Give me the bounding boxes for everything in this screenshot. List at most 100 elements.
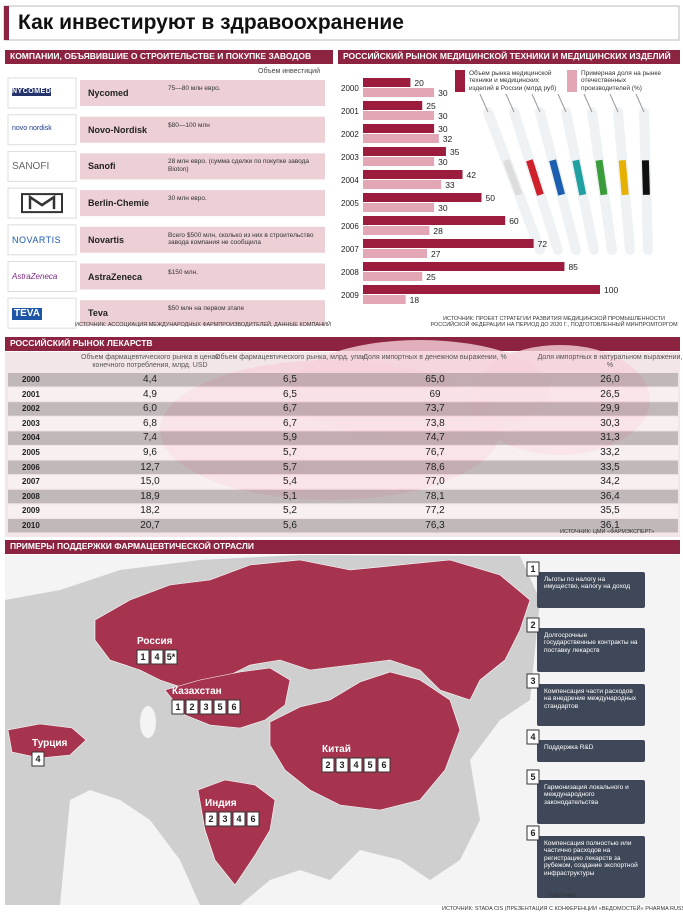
section-header: РОССИЙСКИЙ РЫНОК ЛЕКАРСТВ bbox=[10, 338, 153, 348]
syringe-needle bbox=[583, 93, 593, 113]
value-label: 30 bbox=[438, 124, 448, 134]
country-name: Россия bbox=[137, 636, 173, 647]
country-name: Индия bbox=[205, 798, 237, 809]
bar bbox=[363, 101, 423, 110]
table-cell: 4,9 bbox=[143, 388, 157, 400]
measure-badge bbox=[363, 757, 377, 773]
table-row-band bbox=[8, 504, 678, 518]
table-row-band bbox=[8, 446, 678, 460]
legend-swatch bbox=[455, 70, 465, 92]
company-name: AstraZeneca bbox=[88, 271, 143, 282]
table-cell: 5,9 bbox=[283, 432, 297, 444]
value-label: 33 bbox=[445, 180, 455, 190]
logo-box bbox=[7, 224, 77, 256]
source: ИСТОЧНИК: ЦМИ «ФАРМЭКСПЕРТ» bbox=[560, 529, 655, 535]
bar bbox=[363, 111, 435, 120]
syringe-liquid bbox=[572, 159, 587, 196]
company-logo: novo nordisk bbox=[12, 124, 52, 132]
syringe-liquid bbox=[549, 159, 565, 196]
table-cell: 74,7 bbox=[425, 432, 445, 444]
measure-badge bbox=[321, 757, 335, 773]
measure-badge-label: 6 bbox=[231, 702, 237, 712]
measure-text: Гармонизация локального и международного… bbox=[544, 784, 629, 806]
company-investment: Всего $500 млн, сколько из них в строите… bbox=[168, 231, 314, 247]
table-cell: 36,1 bbox=[600, 520, 620, 531]
measure-number: 5 bbox=[530, 772, 536, 782]
table-row-band bbox=[8, 387, 678, 402]
company-investment: $50 млн на первом этапе bbox=[168, 305, 245, 313]
y-tick-label: 2003 bbox=[341, 153, 359, 162]
value-label: 30 bbox=[438, 203, 448, 213]
table-cell: 15,0 bbox=[140, 476, 160, 488]
table-cell: 76,3 bbox=[425, 520, 445, 531]
bar bbox=[363, 124, 435, 133]
syringe-liquid bbox=[502, 159, 523, 197]
measure-badge-label: 6 bbox=[250, 814, 256, 824]
y-tick-label: 2001 bbox=[341, 107, 359, 116]
table-cell: 31,3 bbox=[600, 432, 620, 444]
value-label: 35 bbox=[450, 147, 460, 157]
page-title: Как инвестируют в здравоохранение bbox=[18, 11, 404, 34]
table-cell: 35,5 bbox=[600, 505, 620, 517]
legend-label: Примерная доля на рынке отечественных пр… bbox=[581, 70, 661, 92]
table-cell: 5,2 bbox=[283, 505, 297, 517]
measure-text: Поддержка R&D bbox=[544, 744, 594, 751]
measure-badge bbox=[232, 811, 246, 827]
bar bbox=[363, 147, 446, 156]
company-logo: NYCOMED bbox=[12, 88, 52, 97]
table-cell: 20,7 bbox=[140, 520, 160, 531]
company-band bbox=[80, 116, 325, 143]
table-cell: 6,7 bbox=[283, 417, 297, 429]
company-band bbox=[80, 226, 325, 253]
table-cell: 4,4 bbox=[143, 374, 157, 385]
bar bbox=[363, 78, 411, 87]
logo-icon bbox=[21, 193, 63, 214]
table-row-band bbox=[8, 416, 678, 431]
company-band bbox=[80, 263, 325, 290]
footnote: *частично bbox=[548, 893, 576, 899]
source: ИСТОЧНИК: STADA CIS (ПРЕЗЕНТАЦИЯ С КОНФЕ… bbox=[442, 906, 683, 912]
table-cell: 18,9 bbox=[140, 490, 160, 502]
measure-badge-label: 3 bbox=[222, 814, 228, 824]
country-india bbox=[197, 779, 276, 886]
measure-badge bbox=[246, 811, 260, 827]
measure-number-box bbox=[526, 617, 540, 633]
caspian-sea bbox=[140, 706, 156, 738]
company-logo: SANOFI bbox=[12, 161, 50, 173]
measure-text: Компенсация полностью или частично расхо… bbox=[544, 840, 638, 877]
column-header: Объем фармацевтического рынка в ценах ко… bbox=[81, 354, 219, 370]
table-cell: 33,5 bbox=[600, 461, 620, 473]
section-header: КОМПАНИИ, ОБЪЯВИВШИЕ О СТРОИТЕЛЬСТВЕ И П… bbox=[10, 51, 312, 61]
measure-number-box bbox=[526, 561, 540, 577]
measure-badge bbox=[171, 699, 185, 715]
measure-badge bbox=[377, 757, 391, 773]
measure-box bbox=[537, 628, 645, 672]
column-header: Доля импортных в денежном выражении, % bbox=[363, 354, 507, 361]
country-name: Казахстан bbox=[172, 686, 222, 697]
table-row-band bbox=[8, 373, 678, 387]
company-investment: 75—80 млн евро. bbox=[168, 85, 221, 92]
row-year: 2007 bbox=[22, 477, 40, 487]
measure-text: Компенсация части расходов на внедрение … bbox=[544, 688, 637, 710]
measure-badge-label: 1 bbox=[140, 652, 146, 662]
measure-box bbox=[537, 780, 645, 824]
table-cell: 65,0 bbox=[425, 374, 445, 385]
y-tick-label: 2007 bbox=[341, 245, 359, 254]
table-row-band bbox=[8, 519, 678, 533]
row-year: 2004 bbox=[22, 433, 40, 443]
bar bbox=[363, 285, 600, 294]
table-cell: 6,0 bbox=[143, 403, 157, 415]
table-cell: 6,8 bbox=[143, 417, 157, 429]
syringe-liquid bbox=[641, 160, 650, 195]
table-cell: 76,7 bbox=[425, 447, 445, 458]
bar bbox=[363, 193, 482, 202]
value-label: 30 bbox=[438, 88, 448, 98]
value-label: 30 bbox=[438, 111, 448, 121]
table-cell: 26,0 bbox=[600, 374, 620, 385]
table-cell: 78,1 bbox=[425, 490, 445, 502]
row-year: 2010 bbox=[22, 521, 40, 530]
table-row-band bbox=[8, 402, 678, 416]
measure-badge bbox=[218, 811, 232, 827]
value-label: 32 bbox=[443, 134, 453, 144]
row-year: 2000 bbox=[22, 375, 40, 384]
